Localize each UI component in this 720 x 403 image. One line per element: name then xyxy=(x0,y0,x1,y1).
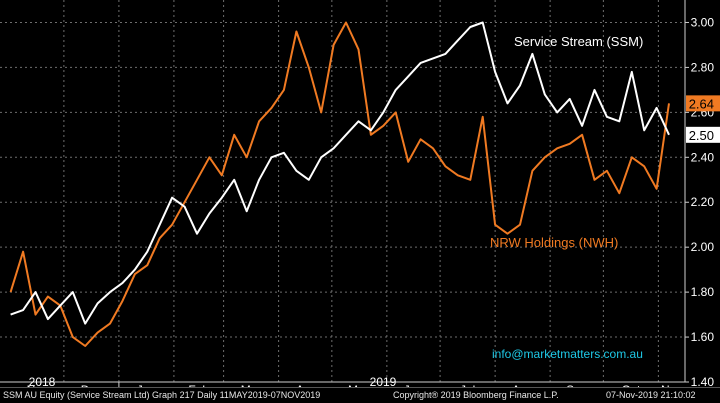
series-label-nwh: NRW Holdings (NWH) xyxy=(490,235,618,250)
line-chart: 3.002.802.602.402.202.001.801.601.40 Nov… xyxy=(0,0,720,387)
y-tick-label: 2.40 xyxy=(691,150,715,164)
series-line-nwh xyxy=(9,21,670,347)
series-line-ssm xyxy=(10,21,670,325)
y-tick-label: 2.20 xyxy=(691,195,715,209)
x-year-labels: 2018 2019 xyxy=(29,375,397,387)
x-month-label: Aug xyxy=(512,383,533,387)
x-month-label: Feb xyxy=(188,383,209,387)
x-month-label: May xyxy=(348,383,371,387)
footer-copyright: Copyright® 2019 Bloomberg Finance L.P. xyxy=(393,390,559,400)
x-month-label: Jan xyxy=(137,383,156,387)
footer-security: SSM AU Equity (Service Stream Ltd) Graph… xyxy=(3,390,321,400)
last-value-badge-nwh xyxy=(686,95,720,112)
x-month-label: Oct xyxy=(622,383,641,387)
x-month-label: Nov xyxy=(661,383,682,387)
y-tick-label: 1.40 xyxy=(691,375,715,387)
x-month-label: Dec xyxy=(81,383,102,387)
series-label-ssm: Service Stream (SSM) xyxy=(514,34,643,49)
gridlines xyxy=(0,0,685,383)
x-month-label: Nov xyxy=(27,383,48,387)
x-year-label: 2018 xyxy=(29,375,56,387)
x-month-label: Jul xyxy=(460,383,475,387)
x-year-label: 2019 xyxy=(370,375,397,387)
x-month-labels: Nov Dec Jan Feb Mar Apr May Jun Jul Aug Sep Oct Nov xyxy=(27,383,683,387)
plot-area xyxy=(0,0,685,382)
x-month-label: Jun xyxy=(404,383,423,387)
last-value-label-nwh: 2.64 xyxy=(689,96,714,111)
footer-bar: SSM AU Equity (Service Stream Ltd) Graph… xyxy=(0,387,720,403)
y-tick-label: 2.00 xyxy=(691,240,715,254)
x-month-label: Apr xyxy=(296,383,315,387)
watermark-email: info@marketmatters.com.au xyxy=(492,347,643,361)
y-tick-label: 1.80 xyxy=(691,285,715,299)
footer-timestamp: 07-Nov-2019 21:10:02 xyxy=(606,390,696,400)
y-tick-label: 3.00 xyxy=(691,15,715,29)
series-lines xyxy=(9,21,670,347)
x-month-label: Sep xyxy=(566,383,588,387)
last-value-badge-ssm xyxy=(686,126,720,143)
last-value-badges: 2.50 2.64 xyxy=(686,95,720,143)
y-tick-label: 2.80 xyxy=(691,60,715,74)
y-tick-labels: 3.002.802.602.402.202.001.801.601.40 xyxy=(685,15,714,387)
x-month-label: Mar xyxy=(241,383,262,387)
last-value-label-ssm: 2.50 xyxy=(689,128,714,143)
y-tick-label: 1.60 xyxy=(691,330,715,344)
